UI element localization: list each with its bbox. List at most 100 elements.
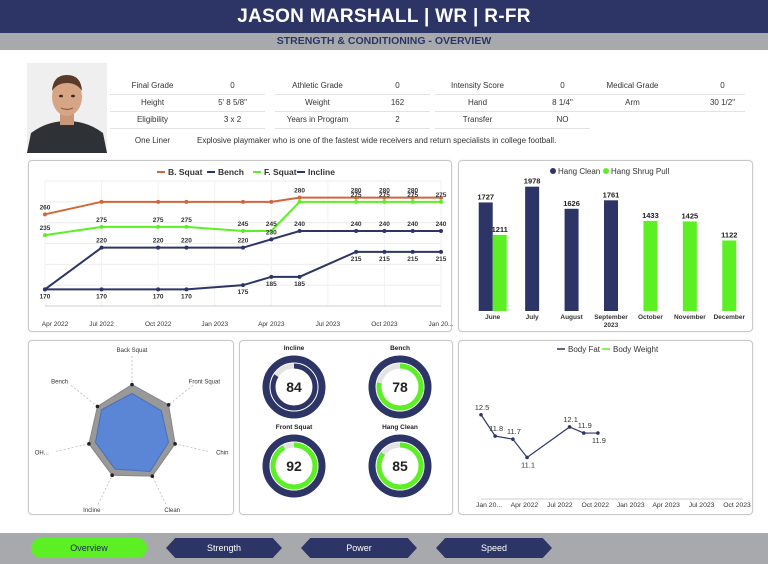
radar-series-athlete (94, 392, 170, 472)
data-point (156, 287, 161, 292)
gauges-panel: Incline 84 Bench 78 Front Squat 92 Hang Clean 8… (239, 340, 453, 515)
gauge-fill (270, 442, 318, 490)
info-value: 30 1/2" (709, 98, 736, 107)
data-label: 11.1 (521, 460, 535, 469)
legend-label: B. Squat (168, 167, 203, 177)
data-point (439, 229, 443, 233)
gauge-label: Incline (284, 345, 305, 352)
info-value: 0 (395, 81, 400, 90)
radar-axis-label: Incline (83, 508, 101, 514)
data-point (99, 287, 104, 292)
data-label: 240 (436, 221, 447, 228)
x-tick-label: Jan 20... (476, 502, 502, 509)
data-point (156, 245, 161, 250)
data-point (269, 237, 274, 242)
data-point (184, 199, 189, 204)
x-tick-label: December (714, 314, 746, 321)
data-label: 170 (153, 293, 164, 300)
one-liner-text: Explosive playmaker who is one of the fa… (197, 136, 557, 145)
radar-point (150, 474, 155, 478)
footer-nav: Overview Strength Power Speed (0, 533, 768, 564)
x-tick-label: July (526, 314, 539, 321)
bar-hang-shrug-pull (492, 234, 507, 311)
info-label: Intensity Score (451, 81, 504, 90)
data-label: 275 (96, 217, 107, 224)
data-point (382, 249, 387, 254)
info-value: 2 (395, 115, 400, 124)
radar-axis-label: Chin (216, 451, 228, 457)
data-point (156, 224, 161, 229)
bar-value-label: 1761 (603, 190, 620, 199)
info-value: 0 (230, 81, 235, 90)
data-point (410, 199, 415, 204)
radar-axis-label: Front Squat (189, 379, 221, 385)
data-point (184, 245, 189, 250)
gauge-track (368, 434, 432, 498)
data-label: 215 (379, 256, 390, 263)
data-label: 280 (351, 188, 362, 195)
one-liner-label: One Liner (134, 136, 171, 145)
data-label: 275 (181, 217, 192, 224)
page-title: JASON MARSHALL | WR | R-FR (0, 0, 768, 33)
bar-value-label: 1626 (563, 199, 580, 208)
data-point (184, 224, 189, 229)
data-label: 11.9 (578, 421, 592, 430)
data-point (567, 425, 572, 429)
data-point (525, 455, 529, 460)
legend-label: Body Weight (613, 345, 659, 354)
info-divider (275, 111, 430, 112)
data-point (439, 249, 443, 254)
gauge-fill (270, 363, 318, 411)
bar-value-label: 1211 (492, 225, 508, 234)
data-point (511, 437, 515, 441)
x-tick-label: Jan 20... (429, 321, 453, 328)
data-point (382, 199, 387, 204)
info-divider (275, 128, 430, 129)
data-point (382, 195, 387, 200)
data-label: 240 (379, 221, 390, 228)
hang-clean-bar-chart: Hang Clean Hang Shrug Pull 1727 1211 June 197… (458, 160, 753, 332)
gauge-value: 85 (392, 458, 408, 474)
nav-speed-button[interactable]: Speed (436, 538, 552, 558)
data-point (269, 199, 274, 204)
nav-overview-button[interactable]: Overview (31, 538, 147, 558)
radar-axis-label: Back Squat (117, 348, 148, 354)
data-label: 220 (153, 238, 164, 245)
gauge-label: Front Squat (276, 424, 313, 431)
radar-point (95, 404, 100, 409)
data-label: 11.8 (489, 424, 503, 433)
data-point (184, 287, 189, 292)
data-point (297, 274, 302, 279)
data-point (241, 245, 245, 250)
nav-power-button[interactable]: Power (301, 538, 417, 558)
data-label: 280 (407, 188, 418, 195)
info-label: Arm (625, 98, 640, 107)
legend-label: Incline (308, 167, 335, 177)
legend-swatch (603, 168, 609, 174)
info-label: Years in Program (286, 115, 349, 124)
info-label: Athletic Grade (292, 81, 343, 90)
info-value: 0 (560, 81, 565, 90)
info-divider (110, 94, 265, 95)
data-label: 11.7 (507, 427, 521, 436)
data-point (354, 229, 359, 233)
data-label: 220 (96, 238, 107, 245)
info-label: Final Grade (131, 81, 174, 90)
data-label: 280 (379, 188, 390, 195)
data-label: 280 (294, 188, 305, 195)
data-point (479, 412, 483, 417)
bar-value-label: 1978 (524, 177, 541, 186)
info-divider (435, 128, 590, 129)
data-point (269, 229, 274, 233)
data-point (410, 195, 415, 200)
data-label: 275 (379, 192, 390, 199)
legend-label: Bench (218, 167, 244, 177)
info-label: Hand (467, 98, 488, 107)
data-label: 175 (238, 289, 249, 296)
data-point (99, 224, 104, 229)
data-label: 170 (96, 293, 107, 300)
legend-label: Hang Shrug Pull (611, 167, 669, 176)
bar-value-label: 1433 (642, 211, 659, 220)
nav-strength-button[interactable]: Strength (166, 538, 282, 558)
data-point (99, 245, 104, 250)
